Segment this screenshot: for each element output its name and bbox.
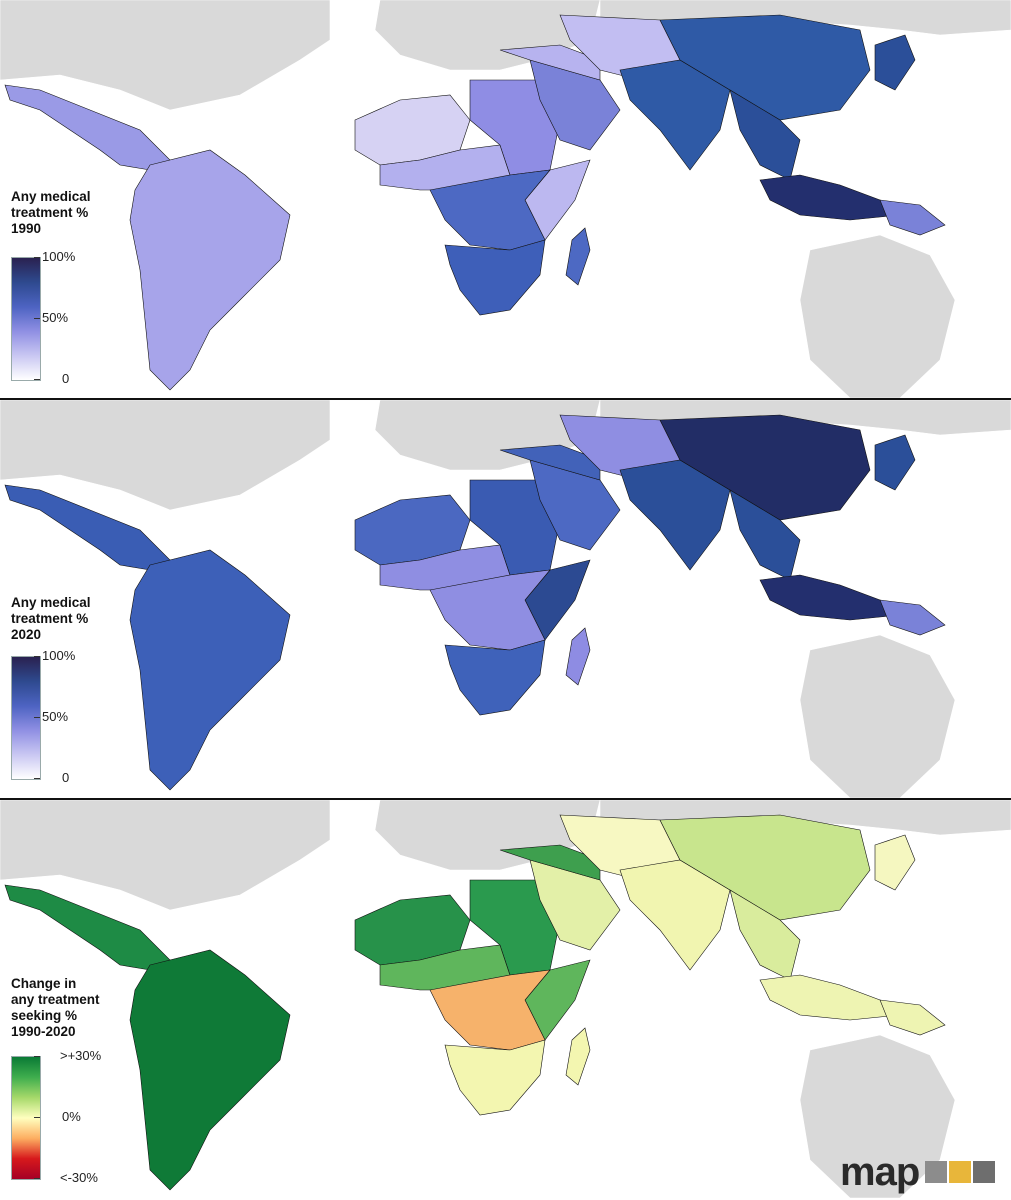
region-south-america <box>129 549 291 791</box>
legend-title-line-3: 2020 <box>11 627 42 642</box>
legend-title-line-3: seeking % <box>11 1008 78 1023</box>
logo-text: map <box>840 1150 920 1194</box>
region-southern-africa <box>444 639 546 716</box>
logo-africa-icon <box>949 1161 972 1183</box>
map-panel-2020: Any medical treatment % 2020 100% 50% 0 <box>0 400 1011 798</box>
region-indonesia <box>759 174 901 221</box>
region-indonesia <box>759 574 901 621</box>
region-indonesia <box>759 974 901 1021</box>
region-oceania-background <box>799 634 956 798</box>
legend-title-line-2: treatment % <box>11 205 89 220</box>
scale-tick-min: <-30% <box>60 1170 98 1185</box>
region-png <box>879 199 946 236</box>
scale-tick-mid: 0% <box>62 1109 81 1124</box>
region-south-america <box>129 149 291 391</box>
region-north-america-background <box>0 0 331 111</box>
legend-title-line-2: any treatment <box>11 992 100 1007</box>
scale-tick-mid: 50% <box>42 310 69 325</box>
legend-title-line-1: Any medical <box>11 595 91 610</box>
color-scale-bar <box>11 257 41 381</box>
scale-tick-min: 0 <box>62 371 70 386</box>
region-china <box>659 414 871 521</box>
legend-title-line-1: Any medical <box>11 189 91 204</box>
region-central-america <box>4 484 171 571</box>
map-panel-1990: Any medical treatment % 1990 100% 50% 0 <box>0 0 1011 398</box>
color-scale-bar <box>11 656 41 780</box>
region-southern-africa <box>444 1039 546 1116</box>
legend-title-line-3: 1990 <box>11 221 42 236</box>
region-japan <box>874 834 916 891</box>
logo-asia-icon <box>973 1161 996 1183</box>
world-map-2020 <box>0 400 1011 798</box>
region-central-america <box>4 884 171 971</box>
legend-title-line-1: Change in <box>11 976 77 991</box>
region-japan <box>874 434 916 491</box>
region-north-america-background <box>0 800 331 911</box>
region-china <box>659 14 871 121</box>
region-madagascar <box>565 1027 591 1086</box>
legend-title: Any medical treatment % 2020 <box>11 595 91 643</box>
world-map-1990 <box>0 0 1011 398</box>
legend-title-line-2: treatment % <box>11 611 89 626</box>
panel-divider <box>0 398 1011 400</box>
legend-title-line-4: 1990-2020 <box>11 1024 76 1039</box>
scale-tick-max: >+30% <box>60 1048 102 1063</box>
map-panel-change: Change in any treatment seeking % 1990-2… <box>0 800 1011 1200</box>
region-png <box>879 999 946 1036</box>
world-map-change <box>0 800 1011 1199</box>
legend-title: Change in any treatment seeking % 1990-2… <box>11 976 100 1040</box>
region-png <box>879 599 946 636</box>
scale-tick-max: 100% <box>42 249 76 264</box>
region-north-america-background <box>0 400 331 511</box>
map-logo: map <box>840 1150 996 1194</box>
panel-divider <box>0 798 1011 800</box>
color-scale-bar <box>11 1056 41 1180</box>
region-central-america <box>4 84 171 171</box>
scale-tick-mid: 50% <box>42 709 69 724</box>
scale-tick-max: 100% <box>42 648 76 663</box>
region-madagascar <box>565 227 591 286</box>
region-madagascar <box>565 627 591 686</box>
region-china <box>659 814 871 921</box>
legend-title: Any medical treatment % 1990 <box>11 189 91 237</box>
region-south-america <box>129 949 291 1191</box>
region-oceania-background <box>799 1034 956 1199</box>
region-oceania-background <box>799 234 956 398</box>
region-southern-africa <box>444 239 546 316</box>
region-japan <box>874 34 916 91</box>
scale-tick-min: 0 <box>62 770 70 785</box>
logo-americas-icon <box>925 1161 948 1183</box>
